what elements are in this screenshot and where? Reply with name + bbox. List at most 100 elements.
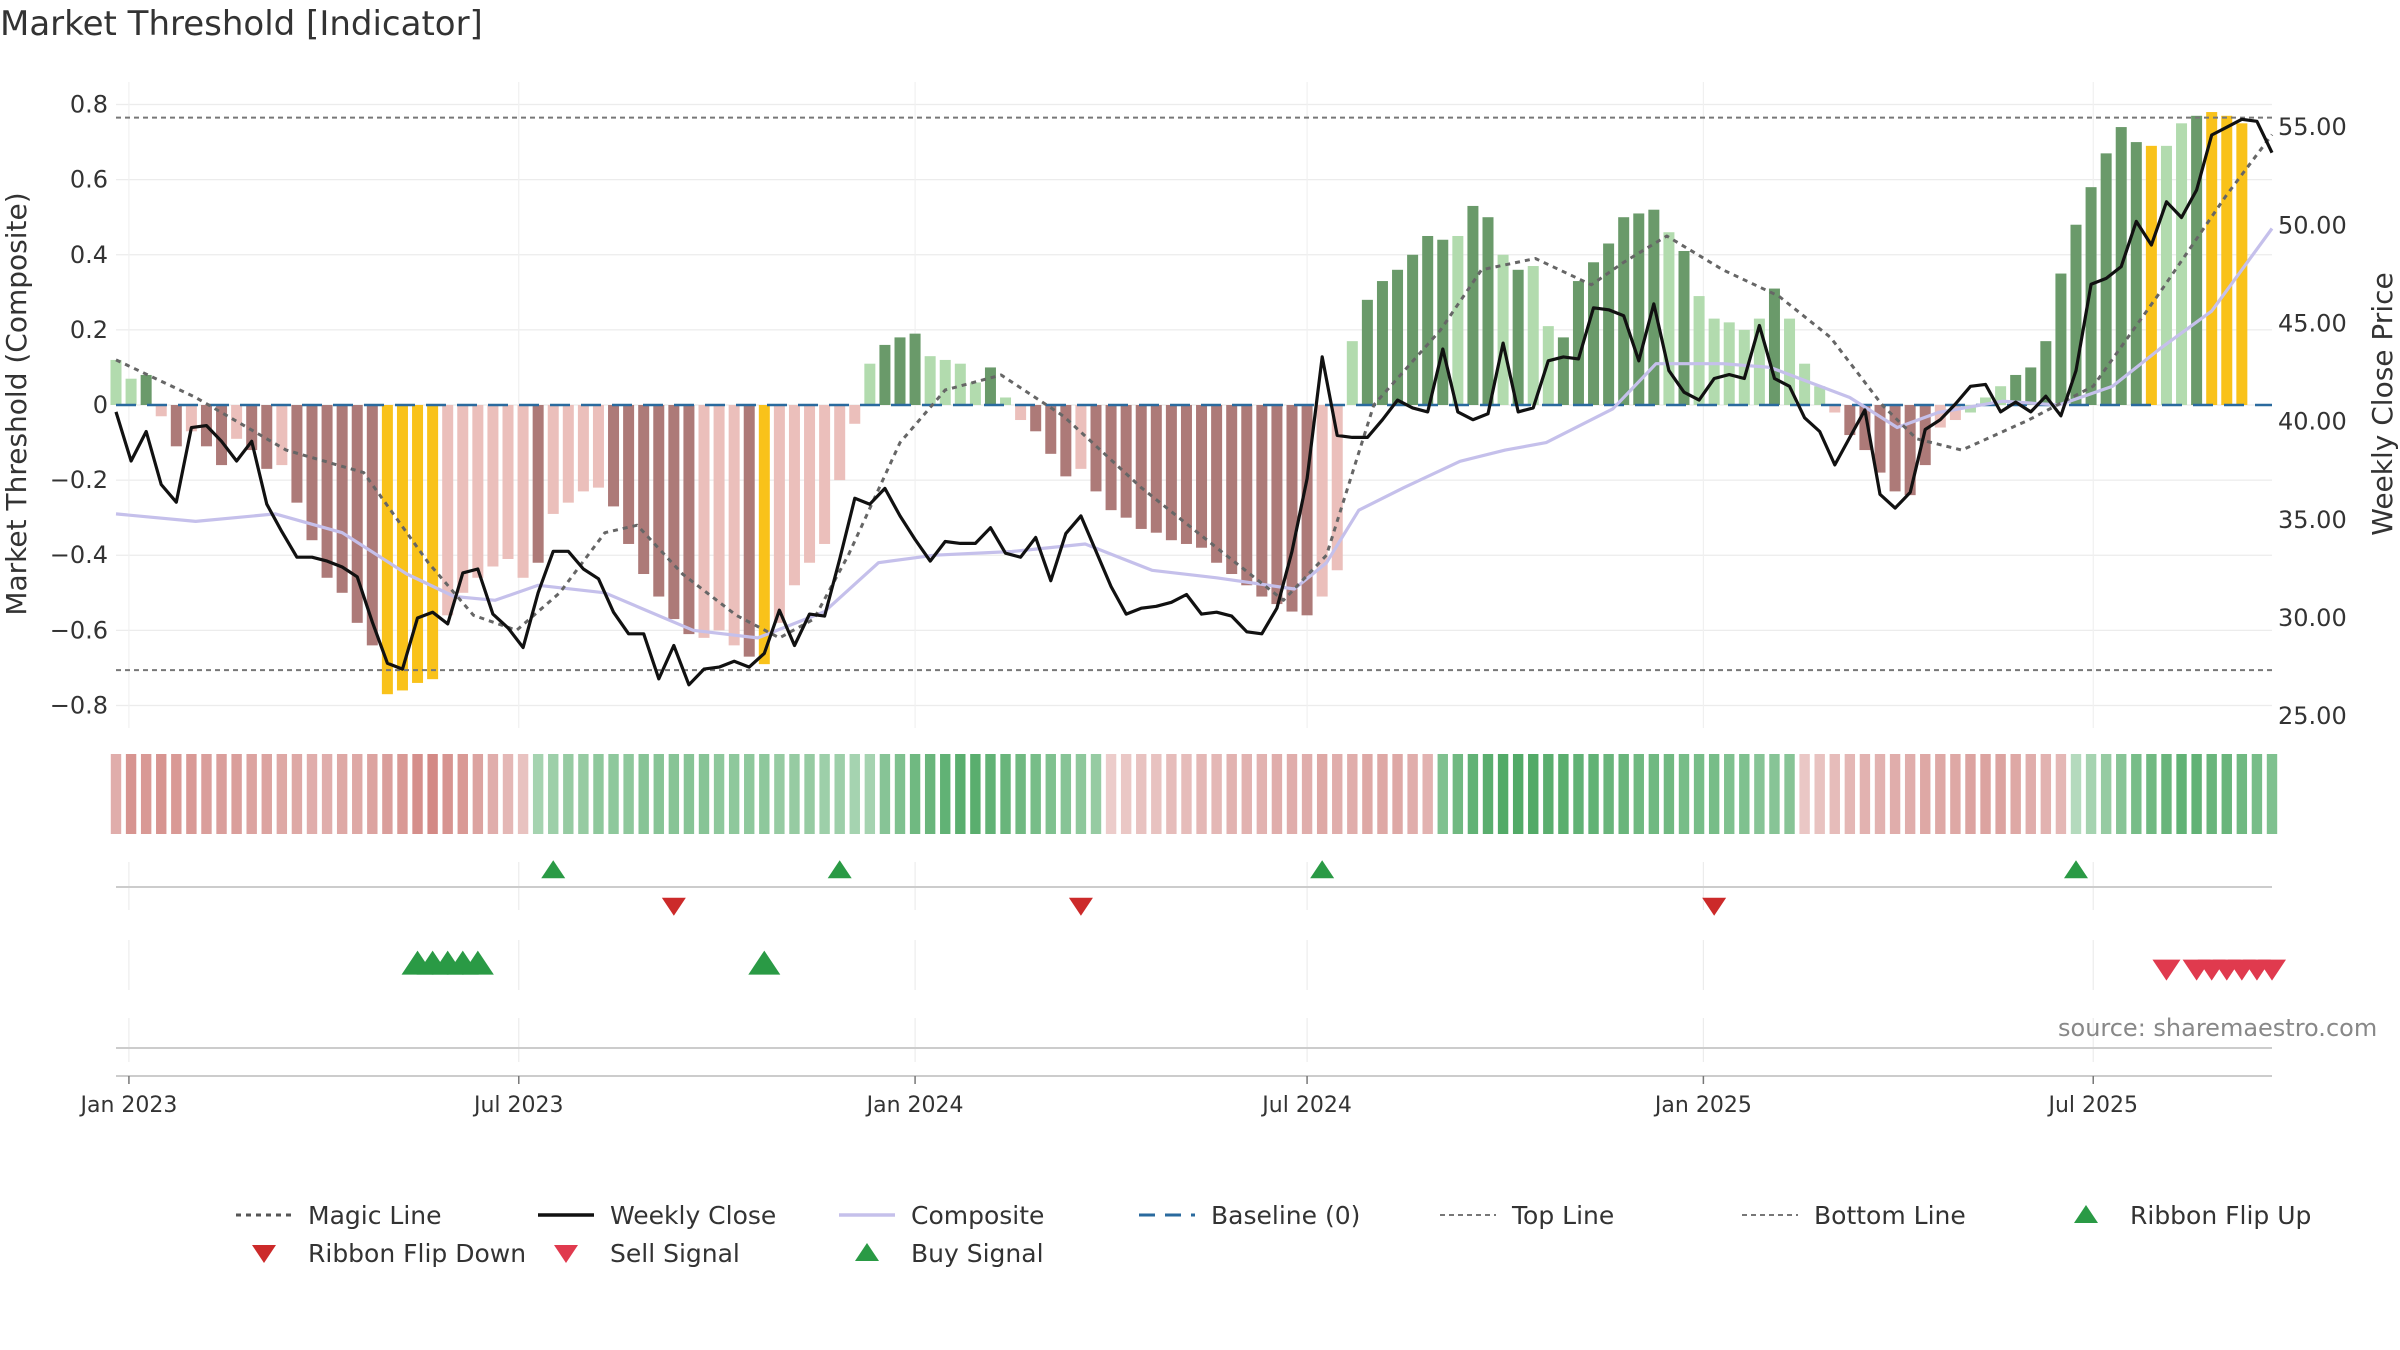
ribbon-cell	[1829, 754, 1840, 834]
composite-bar	[984, 367, 996, 405]
legend-swatch	[536, 1238, 596, 1268]
series-lines	[114, 117, 2274, 687]
ribbon-cell	[1739, 754, 1750, 834]
ribbon-cell	[1316, 754, 1328, 834]
composite-bar	[1165, 405, 1177, 541]
composite-bar	[1904, 405, 1916, 496]
right-tick-label: 30.00	[2278, 604, 2347, 632]
ribbon-cell	[1648, 754, 1660, 834]
ribbon-cell	[1844, 754, 1856, 834]
ribbon-cell	[1452, 754, 1464, 834]
composite-bar	[894, 337, 906, 405]
composite-bar	[2236, 123, 2248, 405]
ribbon-cell	[1663, 754, 1675, 834]
right-axis: 55.00 50.00 45.00 40.00 35.00 30.00 25.00 Weekl…	[2278, 113, 2399, 730]
ribbon-cell	[849, 754, 860, 834]
composite-bar	[939, 359, 951, 405]
ribbon-cell	[291, 754, 303, 834]
ribbon-cell	[744, 754, 755, 834]
ribbon-cell	[427, 754, 438, 834]
ribbon-cell	[442, 754, 453, 834]
ribbon-cell	[1196, 754, 1207, 834]
ribbon-cell	[970, 754, 981, 834]
composite-bar	[1422, 235, 1434, 405]
legend-swatch	[536, 1200, 596, 1230]
legend-swatch-graphic	[855, 1243, 879, 1261]
left-tick-label: −0.6	[50, 616, 108, 644]
composite-bar	[140, 374, 152, 405]
legend-swatch-graphic	[1440, 1214, 1496, 1216]
ribbon-cell	[548, 754, 559, 834]
composite-bar	[1180, 405, 1192, 544]
composite-bar	[1271, 405, 1283, 605]
ribbon-cell	[1754, 754, 1765, 834]
legend-swatch-graphic	[2074, 1205, 2098, 1223]
ribbon-cell	[1889, 754, 1901, 834]
composite-bar	[427, 405, 439, 680]
legend-swatch-graphic	[1139, 1213, 1195, 1217]
legend-label: Weekly Close	[610, 1200, 777, 1230]
ribbon-cell	[593, 754, 604, 834]
ribbon-cell	[1693, 754, 1705, 834]
ribbon-cell	[1090, 754, 1102, 834]
legend-label: Magic Line	[308, 1200, 442, 1230]
legend-triangle-up-icon	[2074, 1205, 2098, 1223]
ribbon-cell	[1241, 754, 1252, 834]
ribbon-cell	[110, 754, 122, 834]
legend-swatch	[1438, 1200, 1498, 1230]
ribbon-cell	[2206, 754, 2217, 834]
ribbon-cell	[1603, 754, 1614, 834]
composite-bar	[623, 405, 635, 544]
ribbon-cell	[1045, 754, 1056, 834]
composite-bar	[1316, 405, 1328, 597]
ribbon-cell	[1935, 754, 1946, 834]
ribbon-cell	[2100, 754, 2112, 834]
ribbon-cell	[125, 754, 137, 834]
composite-bar	[728, 405, 740, 646]
legend-triangle-up-icon	[855, 1243, 879, 1261]
composite-bar	[698, 405, 710, 638]
right-tick-label: 50.00	[2278, 211, 2347, 239]
composite-bar	[1407, 254, 1419, 405]
left-tick-label: −0.4	[50, 541, 108, 569]
composite-bar	[653, 405, 665, 597]
composite-bar	[1889, 405, 1901, 492]
ribbon-cell	[728, 754, 740, 834]
ribbon-cell	[1407, 754, 1418, 834]
composite-bar	[1557, 337, 1569, 405]
ribbon-cell	[1482, 754, 1494, 834]
x-tick-label: Jul 2024	[1260, 1093, 1352, 1118]
ribbon-cell	[336, 754, 348, 834]
ribbon-cell	[1558, 754, 1569, 834]
ribbon-cell	[1618, 754, 1629, 834]
composite-bar	[1678, 251, 1690, 405]
composite-bar	[321, 405, 333, 578]
ribbon-cell	[306, 754, 318, 834]
left-tick-label: −0.2	[50, 466, 108, 494]
composite-bar	[2055, 273, 2067, 405]
legend-label: Bottom Line	[1814, 1200, 1966, 1230]
ribbon-cell	[1543, 754, 1554, 834]
left-axis: 0.8 0.6 0.4 0.2 0 −0.2 −0.4 −0.6 −0.8 Market Thre…	[0, 91, 108, 720]
ribbon-cell	[382, 754, 393, 834]
ribbon-cell	[2010, 754, 2021, 834]
composite-bar	[1874, 405, 1886, 473]
weekly-close-line	[114, 117, 2274, 687]
composite-bar	[366, 405, 378, 646]
legend-triangle-down-icon	[252, 1245, 276, 1263]
legend-swatch	[837, 1200, 897, 1230]
composite-bar	[155, 405, 167, 417]
ribbon-cell	[352, 754, 363, 834]
composite-bar	[804, 405, 816, 563]
ribbon-cell	[412, 754, 423, 834]
ribbon-flip-up-marker	[2064, 860, 2088, 879]
ribbon-cell	[653, 754, 664, 834]
ribbon-cell	[1769, 754, 1780, 834]
composite-bar	[472, 405, 484, 578]
composite-bar	[2085, 187, 2097, 405]
composite-bar	[1949, 405, 1961, 421]
ribbon-cell	[759, 754, 770, 834]
ribbon-cell	[608, 754, 619, 834]
right-tick-label: 35.00	[2278, 506, 2347, 534]
composite-bar	[1572, 281, 1584, 405]
